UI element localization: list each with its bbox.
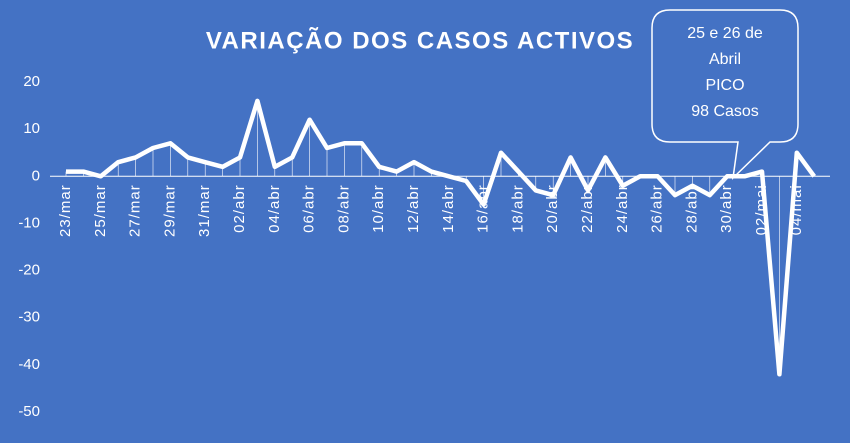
x-tick-label: 04/abr	[266, 184, 283, 233]
y-tick-label: 20	[23, 73, 40, 90]
y-tick-label: -40	[18, 356, 40, 373]
x-tick-label: 25/mar	[92, 184, 109, 237]
x-tick-label: 26/abr	[649, 184, 666, 233]
x-tick-label: 10/abr	[370, 184, 387, 233]
annotation: 25 e 26 de	[687, 25, 763, 42]
y-tick-label: -50	[18, 403, 40, 420]
x-tick-label: 04/mai	[788, 184, 805, 235]
x-tick-label: 29/mar	[161, 184, 178, 237]
callout	[651, 9, 799, 181]
annotation: Abril	[709, 51, 741, 68]
x-tick-label: 27/mar	[127, 184, 144, 237]
annotation: 98 Casos	[691, 103, 759, 120]
x-tick-label: 02/mai	[753, 184, 770, 235]
x-tick-label: 31/mar	[196, 184, 213, 237]
y-tick-label: -10	[18, 214, 40, 231]
x-tick-label: 06/abr	[301, 184, 318, 233]
x-tick-label: 16/abr	[475, 184, 492, 233]
x-tick-label: 22/abr	[579, 184, 596, 233]
x-tick-label: 14/abr	[440, 184, 457, 233]
x-tick-label: 24/abr	[614, 184, 631, 233]
chart-title: VARIAÇÃO DOS CASOS ACTIVOS	[206, 26, 634, 54]
x-tick-label: 02/abr	[231, 184, 248, 233]
x-tick-label: 12/abr	[405, 184, 422, 233]
annotation: PICO	[705, 77, 744, 94]
x-tick-label: 20/abr	[544, 184, 561, 233]
y-tick-label: 0	[32, 167, 40, 184]
x-tick-label: 30/abr	[718, 184, 735, 233]
x-tick-label: 08/abr	[335, 184, 352, 233]
y-tick-label: -30	[18, 309, 40, 326]
data-line	[66, 98, 817, 377]
y-tick-label: -20	[18, 262, 40, 279]
x-tick-label: 18/abr	[509, 184, 526, 233]
y-tick-label: 10	[23, 120, 40, 137]
x-tick-label: 28/abr	[683, 184, 700, 233]
x-tick-label: 23/mar	[57, 184, 74, 237]
